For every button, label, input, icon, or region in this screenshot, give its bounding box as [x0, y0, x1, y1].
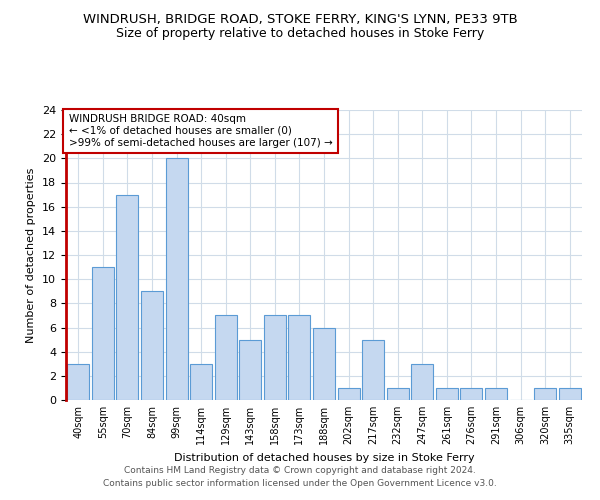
Bar: [386, 388, 409, 400]
Bar: [141, 291, 163, 400]
Bar: [436, 388, 458, 400]
Bar: [313, 328, 335, 400]
Text: WINDRUSH, BRIDGE ROAD, STOKE FERRY, KING'S LYNN, PE33 9TB: WINDRUSH, BRIDGE ROAD, STOKE FERRY, KING…: [83, 12, 517, 26]
Bar: [559, 388, 581, 400]
Bar: [215, 316, 237, 400]
Bar: [190, 364, 212, 400]
Bar: [485, 388, 507, 400]
Bar: [362, 340, 384, 400]
Bar: [67, 364, 89, 400]
Bar: [239, 340, 262, 400]
Y-axis label: Number of detached properties: Number of detached properties: [26, 168, 37, 342]
Bar: [534, 388, 556, 400]
Bar: [116, 194, 139, 400]
Bar: [338, 388, 359, 400]
Bar: [289, 316, 310, 400]
Text: Size of property relative to detached houses in Stoke Ferry: Size of property relative to detached ho…: [116, 28, 484, 40]
X-axis label: Distribution of detached houses by size in Stoke Ferry: Distribution of detached houses by size …: [173, 452, 475, 462]
Bar: [411, 364, 433, 400]
Bar: [166, 158, 188, 400]
Bar: [264, 316, 286, 400]
Bar: [92, 267, 114, 400]
Text: Contains HM Land Registry data © Crown copyright and database right 2024.
Contai: Contains HM Land Registry data © Crown c…: [103, 466, 497, 487]
Bar: [460, 388, 482, 400]
Text: WINDRUSH BRIDGE ROAD: 40sqm
← <1% of detached houses are smaller (0)
>99% of sem: WINDRUSH BRIDGE ROAD: 40sqm ← <1% of det…: [68, 114, 332, 148]
